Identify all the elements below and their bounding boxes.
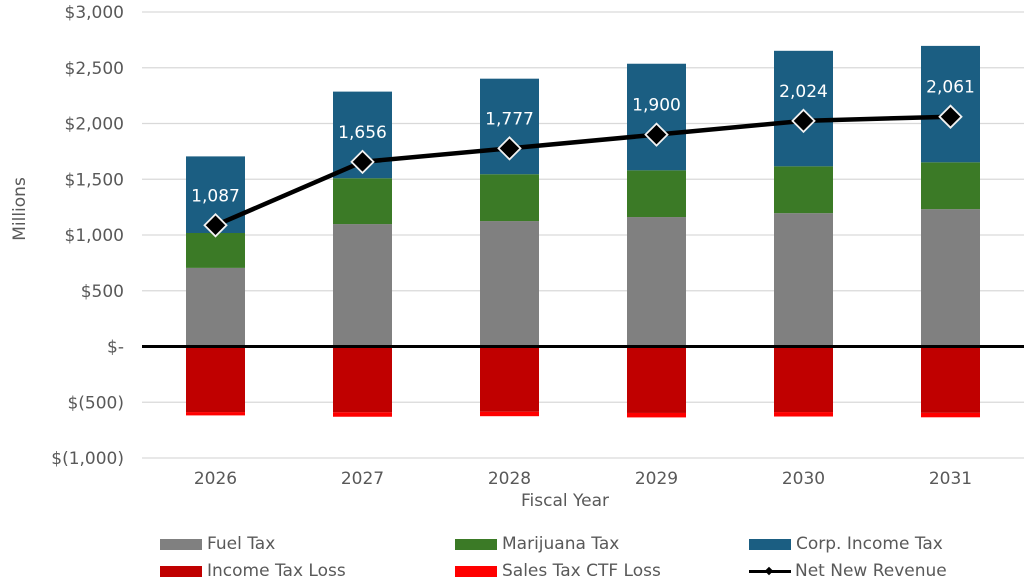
bar-sales-tax-ctf-loss-2030 [774,412,833,417]
corp-income-tax-swatch [749,538,791,550]
legend-label: Fuel Tax [207,534,276,554]
legend-label: Marijuana Tax [502,534,620,554]
bar-income-tax-loss-2028 [480,346,539,412]
bar-marijuana-tax-2028 [480,174,539,222]
x-tick-label: 2029 [635,469,678,489]
y-tick-label: $500 [81,282,124,302]
bar-marijuana-tax-2027 [333,178,392,225]
data-labels: 1,087 1,656 1,777 1,900 2,024 2,061 [191,78,975,207]
bar-income-tax-loss-2031 [921,346,980,413]
y-tick-label: $- [107,338,124,358]
data-label-2030: 2,024 [779,82,828,102]
bar-fuel-tax-2029 [627,217,686,347]
bar-fuel-tax-2030 [774,213,833,347]
gridlines [142,11,1024,459]
bar-marijuana-tax-2026 [186,232,245,268]
bar-marijuana-tax-2031 [921,162,980,210]
fuel-tax-swatch [160,538,202,550]
y-axis-ticks: $3,000 $2,500 $2,000 $1,500 $1,000 $500 $- $(50… [51,3,124,469]
legend: Fuel Tax Marijuana Tax Corp. Income Tax … [0,530,1024,585]
net-new-revenue-marker-2030 [791,108,816,134]
net-new-revenue-marker-2031 [938,104,963,129]
data-label-2027: 1,656 [338,123,387,143]
bar-income-tax-loss-2029 [627,346,686,413]
y-axis-title: Millions [10,177,30,241]
legend-label: Income Tax Loss [207,561,346,581]
bar-fuel-tax-2027 [333,224,392,347]
legend-item-fuel-tax[interactable]: Fuel Tax [160,534,275,554]
data-label-2028: 1,777 [485,109,534,129]
data-label-2026: 1,087 [191,186,240,206]
legend-item-marijuana-tax[interactable]: Marijuana Tax [455,534,619,554]
bar-marijuana-tax-2030 [774,166,833,214]
net-new-revenue-line [203,104,963,238]
legend-item-corp-income-tax[interactable]: Corp. Income Tax [749,534,943,554]
y-tick-label: $1,500 [65,170,124,190]
x-tick-label: 2026 [194,469,237,489]
data-label-2031: 2,061 [926,78,975,98]
y-tick-label: $(500) [67,393,124,413]
x-axis-ticks: 2026 2027 2028 2029 2030 2031 [194,469,972,489]
legend-label: Corp. Income Tax [796,534,943,554]
net-new-revenue-marker-2029 [644,122,669,147]
y-tick-label: $2,500 [65,59,124,79]
legend-label: Net New Revenue [795,561,947,581]
x-tick-label: 2030 [782,469,825,489]
x-tick-label: 2031 [929,469,972,489]
x-axis-title: Fiscal Year [521,491,609,511]
net-new-revenue-line-icon [749,566,791,577]
bar-corp-income-tax-2031 [921,45,980,163]
bar-marijuana-tax-2029 [627,170,686,218]
bar-sales-tax-ctf-loss-2028 [480,411,539,417]
y-tick-label: $3,000 [65,3,124,23]
sales-tax-ctf-loss-swatch [455,565,497,577]
legend-item-income-tax-loss[interactable]: Income Tax Loss [160,561,346,581]
net-new-revenue-marker-2028 [497,136,522,161]
legend-item-sales-tax-ctf-loss[interactable]: Sales Tax CTF Loss [455,561,661,581]
income-tax-loss-swatch [160,565,202,577]
y-tick-label: $2,000 [65,115,124,135]
bar-corp-income-tax-2029 [627,63,686,171]
net-new-revenue-marker-2026 [203,213,228,238]
bar-fuel-tax-2026 [186,267,245,347]
y-tick-label: $1,000 [65,226,124,246]
bar-sales-tax-ctf-loss-2029 [627,412,686,418]
chart: $3,000 $2,500 $2,000 $1,500 $1,000 $500 $- $(50… [10,3,1024,511]
bar-fuel-tax-2031 [921,209,980,347]
bar-income-tax-loss-2030 [774,346,833,413]
marijuana-tax-swatch [455,538,497,550]
legend-label: Sales Tax CTF Loss [502,561,661,581]
legend-item-net-new-revenue[interactable]: Net New Revenue [749,561,947,581]
y-tick-label: $(1,000) [51,449,124,469]
data-label-2029: 1,900 [632,96,681,116]
bar-sales-tax-ctf-loss-2031 [921,412,980,418]
net-new-revenue-marker-2027 [350,149,375,175]
bar-sales-tax-ctf-loss-2027 [333,412,392,417]
bars [186,45,980,418]
bar-sales-tax-ctf-loss-2026 [186,412,245,416]
bar-fuel-tax-2028 [480,221,539,347]
bar-income-tax-loss-2026 [186,346,245,413]
bar-income-tax-loss-2027 [333,346,392,413]
x-tick-label: 2028 [488,469,531,489]
net-new-revenue-polyline [214,114,951,228]
x-tick-label: 2027 [341,469,384,489]
